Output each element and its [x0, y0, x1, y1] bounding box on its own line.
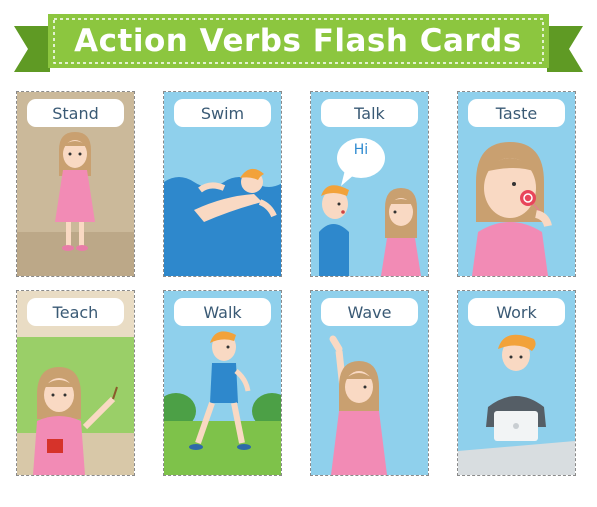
book — [47, 439, 63, 453]
card-label: Teach — [27, 298, 124, 326]
banner-stitching — [53, 18, 544, 64]
flashcard-taste[interactable]: Taste — [457, 91, 576, 277]
card-label: Swim — [174, 99, 271, 127]
card-label: Walk — [174, 298, 271, 326]
stand-illustration — [17, 92, 134, 276]
card-label: Talk — [321, 99, 418, 127]
banner-right-ribbon — [547, 26, 583, 72]
flashcard-talk[interactable]: Hi Talk — [310, 91, 429, 277]
flashcard-swim[interactable]: Swim — [163, 91, 282, 277]
walk-illustration — [164, 291, 281, 475]
speech-bubble — [337, 138, 385, 178]
page-title: Action Verbs Flash Cards — [74, 23, 522, 59]
lollipop — [520, 190, 536, 206]
pointer-stick — [112, 386, 118, 400]
flashcard-teach[interactable]: Teach — [16, 290, 135, 476]
card-label: Stand — [27, 99, 124, 127]
flashcard-work[interactable]: Work — [457, 290, 576, 476]
flashcard-walk[interactable]: Walk — [163, 290, 282, 476]
banner-body — [48, 14, 549, 68]
banner-left-ribbon — [14, 26, 50, 72]
card-label: Taste — [468, 99, 565, 127]
card-label: Wave — [321, 298, 418, 326]
flashcard-wave[interactable]: Wave — [310, 290, 429, 476]
card-label: Work — [468, 298, 565, 326]
flashcard-stand[interactable]: Stand — [16, 91, 135, 277]
title-banner — [14, 14, 583, 72]
speech-bubble-text: Hi — [353, 142, 369, 158]
